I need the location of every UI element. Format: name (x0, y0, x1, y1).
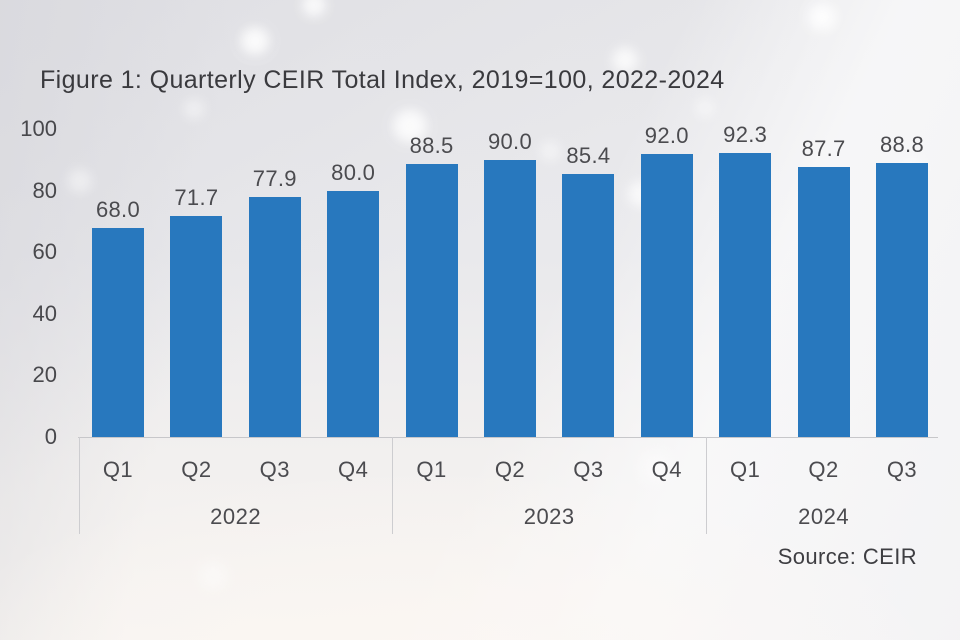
bokeh-light (66, 168, 94, 194)
bar-value-label: 77.9 (252, 166, 297, 192)
x-axis-year-label: 2024 (798, 504, 850, 529)
x-axis-year-label: 2023 (523, 504, 575, 529)
bar (876, 163, 928, 437)
bar-value-label: 68.0 (95, 196, 141, 222)
x-axis-quarter-label: Q1 (416, 457, 447, 482)
bar-value-label: 92.0 (644, 122, 689, 148)
bar-value-label: 71.7 (174, 185, 219, 211)
x-axis-quarter-label: Q3 (886, 457, 918, 482)
bar (92, 227, 144, 437)
bar-value-label: 88.8 (879, 132, 925, 158)
y-axis-tick-label: 0 (44, 424, 57, 449)
bokeh-light (390, 108, 430, 144)
x-axis-quarter-label: Q4 (651, 457, 682, 482)
bokeh-light (538, 140, 562, 162)
x-axis-group-separator (392, 437, 393, 534)
bokeh-light (196, 560, 230, 592)
bokeh-light (610, 46, 640, 74)
bar (170, 216, 223, 437)
bar-value-label: 90.0 (487, 128, 533, 154)
y-axis-tick-label: 80 (32, 177, 57, 203)
y-axis-tick-label: 60 (32, 239, 57, 265)
x-axis-group-separator (706, 437, 707, 534)
bokeh-light (238, 26, 272, 56)
bar-value-label: 85.4 (566, 142, 611, 168)
x-axis-line (78, 437, 938, 438)
bokeh-light (300, 0, 328, 18)
bar (797, 166, 850, 437)
bar-value-label: 92.3 (723, 121, 768, 147)
bar (484, 159, 536, 437)
x-axis-quarter-label: Q1 (730, 457, 761, 482)
x-axis-quarter-label: Q3 (259, 457, 290, 482)
bar (405, 164, 458, 437)
bokeh-light (806, 2, 838, 32)
bokeh-light (636, 448, 676, 486)
x-axis-quarter-label: Q2 (808, 457, 839, 482)
x-axis-quarter-label: Q4 (338, 457, 369, 482)
x-axis-quarter-label: Q3 (573, 457, 604, 482)
bar-value-label: 88.5 (409, 133, 454, 159)
bokeh-light (694, 98, 716, 118)
x-axis-group-separator (79, 437, 80, 534)
bar (327, 190, 380, 437)
x-axis-year-label: 2022 (210, 504, 262, 529)
y-axis-tick-label: 20 (32, 362, 57, 388)
bar (640, 153, 693, 437)
bar (248, 197, 301, 437)
bar-value-label: 87.7 (801, 135, 846, 161)
x-axis-quarter-label: Q1 (102, 457, 134, 482)
source-credit: Source: CEIR (777, 544, 917, 569)
bar (719, 152, 772, 437)
y-axis-tick-label: 40 (32, 300, 57, 326)
bokeh-light (182, 98, 206, 120)
y-axis-tick-label: 100 (20, 116, 57, 141)
bar-value-label: 80.0 (331, 159, 376, 185)
x-axis-quarter-label: Q2 (181, 457, 212, 482)
x-axis-quarter-label: Q2 (494, 457, 526, 482)
figure-title: Figure 1: Quarterly CEIR Total Index, 20… (40, 66, 725, 94)
bar (562, 173, 615, 437)
